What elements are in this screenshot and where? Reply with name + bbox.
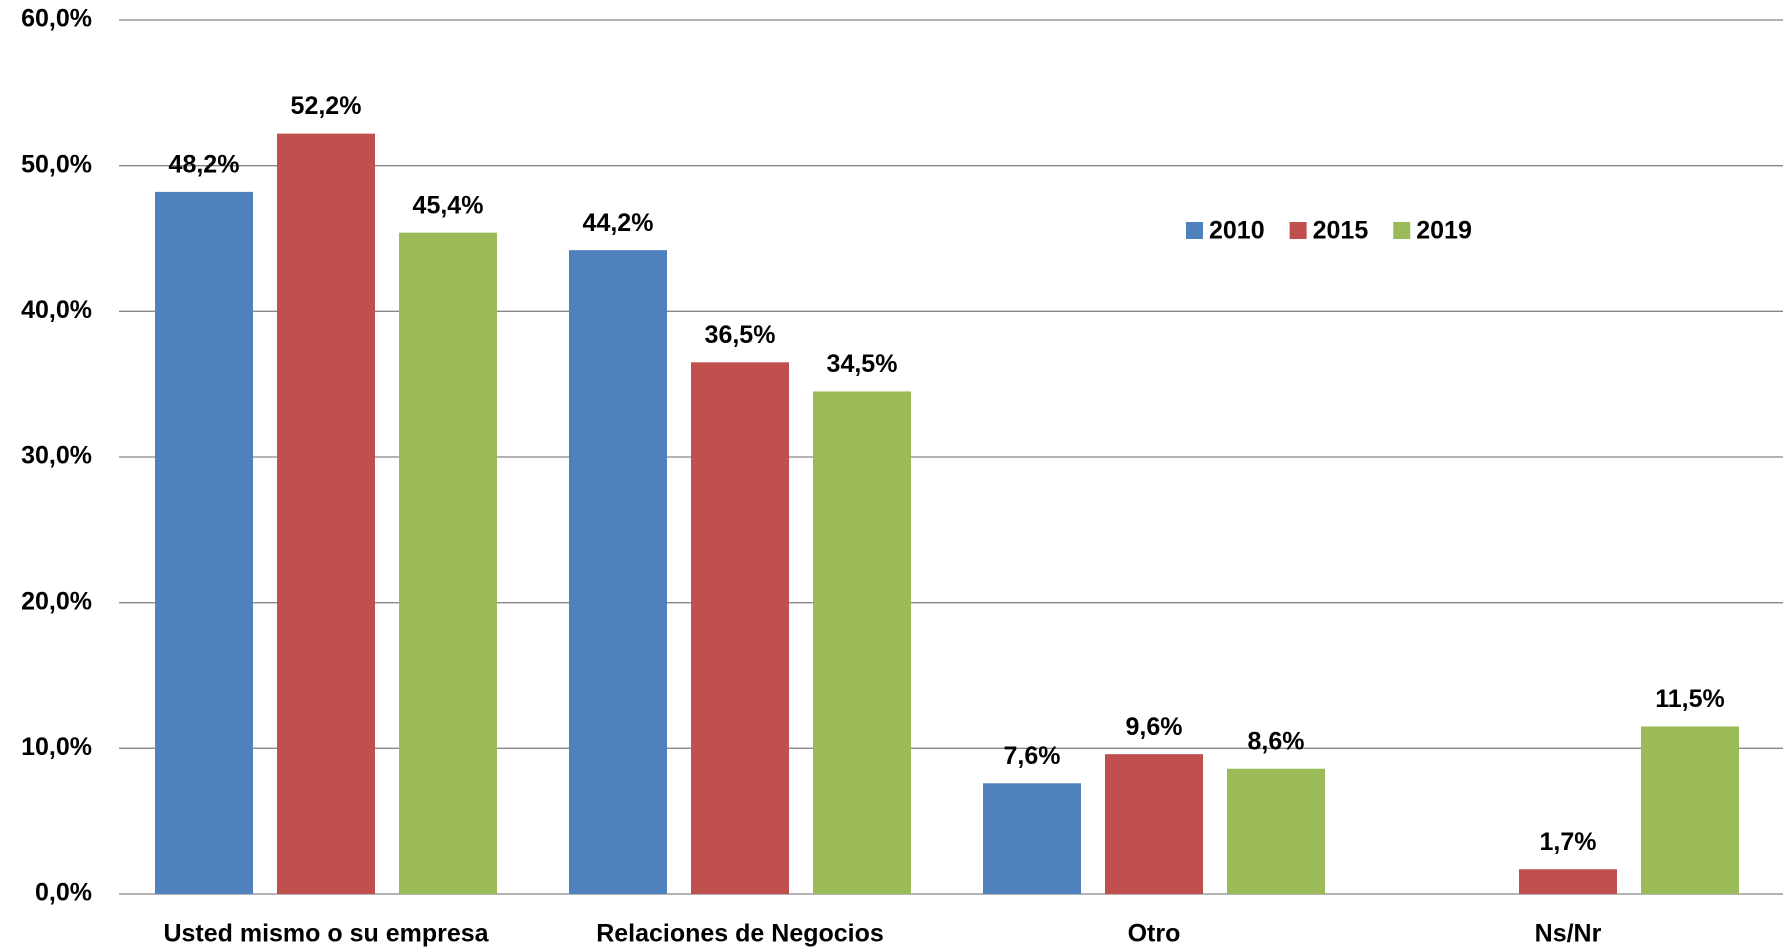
x-tick-label: Usted mismo o su empresa [163,920,489,948]
bar [1227,768,1325,894]
legend-label: 2019 [1416,217,1472,245]
legend-swatch [1186,222,1203,239]
data-label: 8,6% [1248,727,1305,755]
y-tick-label: 50,0% [21,150,92,178]
x-tick-label: Ns/Nr [1535,920,1602,948]
bar [813,391,911,894]
y-tick-label: 0,0% [35,879,92,907]
legend-label: 2010 [1209,217,1265,245]
data-label: 36,5% [705,321,776,349]
data-label: 1,7% [1540,828,1597,856]
bar [399,232,497,894]
bar [1519,869,1617,894]
y-tick-label: 10,0% [21,733,92,761]
bar [1105,754,1203,894]
bar [569,250,667,895]
data-label: 52,2% [291,92,362,120]
data-label: 48,2% [169,150,240,178]
y-tick-label: 30,0% [21,442,92,470]
data-label: 7,6% [1004,742,1061,770]
y-tick-label: 60,0% [21,5,92,33]
x-tick-label: Relaciones de Negocios [596,920,884,948]
legend-label: 2015 [1313,217,1369,245]
data-label: 11,5% [1655,685,1725,713]
y-tick-label: 20,0% [21,587,92,615]
legend-swatch [1289,222,1307,239]
bar [277,133,375,894]
bar [1641,726,1739,894]
x-tick-label: Otro [1128,920,1181,948]
data-label: 45,4% [413,191,484,219]
data-label: 34,5% [827,350,898,378]
bar [983,783,1081,894]
bar [155,191,253,895]
legend-swatch [1393,222,1411,239]
y-tick-label: 40,0% [21,296,92,324]
bar [691,362,789,895]
data-label: 9,6% [1126,713,1183,741]
data-label: 44,2% [583,209,654,237]
